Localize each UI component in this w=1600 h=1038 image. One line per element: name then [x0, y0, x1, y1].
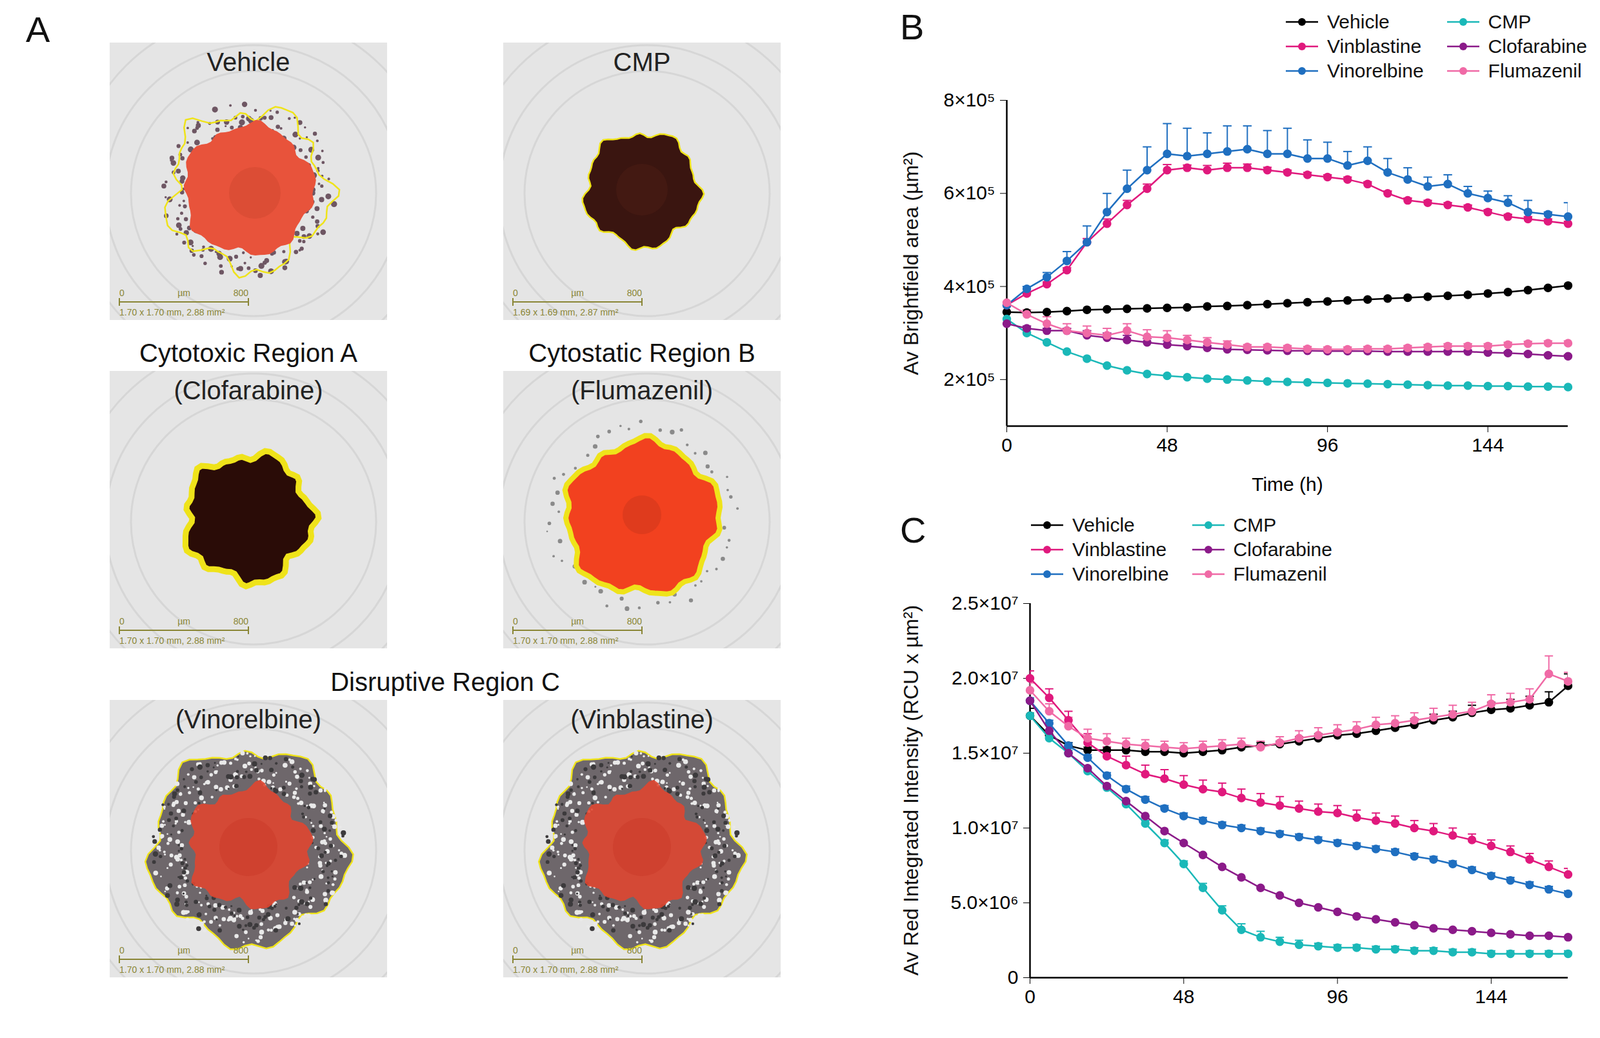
svg-text:0: 0	[119, 945, 125, 956]
html-text:Disruptive Region C: Disruptive Region C	[330, 667, 560, 697]
svg-text:96: 96	[1326, 985, 1348, 1008]
svg-text:48: 48	[1156, 434, 1178, 456]
html-text:Vinorelbine: Vinorelbine	[1327, 60, 1424, 82]
svg-text:8×10⁵: 8×10⁵	[943, 89, 995, 111]
html-text:Vinorelbine: Vinorelbine	[1072, 563, 1169, 585]
svg-text:0: 0	[1024, 985, 1036, 1008]
svg-text:µm: µm	[177, 616, 191, 627]
svg-text:800: 800	[233, 616, 250, 627]
svg-text:1.70 x 1.70 mm, 2.88 mm²: 1.70 x 1.70 mm, 2.88 mm²	[119, 635, 226, 646]
svg-text:1.70 x 1.70 mm, 2.88 mm²: 1.70 x 1.70 mm, 2.88 mm²	[512, 964, 619, 975]
svg-text:0: 0	[119, 616, 125, 627]
svg-text:144: 144	[1474, 985, 1508, 1008]
svg-text:0: 0	[512, 616, 519, 627]
svg-text:0: 0	[1007, 966, 1019, 988]
html-text:Av Brightfield area (µm²): Av Brightfield area (µm²)	[899, 151, 923, 375]
html-text:B: B	[900, 6, 925, 48]
svg-text:Vehicle: Vehicle	[207, 47, 291, 77]
svg-text:1.69 x 1.69 mm, 2.87 mm²: 1.69 x 1.69 mm, 2.87 mm²	[512, 307, 619, 318]
html-text:Cytotoxic Region A: Cytotoxic Region A	[139, 338, 358, 368]
html-text:Clofarabine: Clofarabine	[1488, 35, 1588, 57]
svg-text:4×10⁵: 4×10⁵	[943, 275, 995, 297]
svg-text:5.0×10⁶: 5.0×10⁶	[950, 891, 1019, 913]
html-text:Flumazenil: Flumazenil	[1233, 563, 1327, 585]
svg-text:0: 0	[512, 287, 519, 299]
svg-text:µm: µm	[177, 945, 191, 956]
svg-text:1.5×10⁷: 1.5×10⁷	[951, 741, 1019, 764]
html-text:A: A	[25, 9, 50, 50]
svg-text:(Clofarabine): (Clofarabine)	[173, 376, 323, 405]
svg-text:800: 800	[627, 287, 643, 299]
svg-text:1.70 x 1.70 mm, 2.88 mm²: 1.70 x 1.70 mm, 2.88 mm²	[512, 635, 619, 646]
svg-text:0: 0	[512, 945, 519, 956]
html-text:Vehicle: Vehicle	[1327, 10, 1390, 33]
html-text:Vehicle: Vehicle	[1072, 514, 1135, 536]
html-text:Cytostatic Region B: Cytostatic Region B	[528, 338, 756, 368]
svg-text:1.0×10⁷: 1.0×10⁷	[951, 816, 1019, 839]
svg-text:6×10⁵: 6×10⁵	[943, 181, 995, 204]
svg-text:800: 800	[627, 945, 643, 956]
svg-text:Time (h): Time (h)	[1251, 473, 1324, 495]
html-text:Flumazenil: Flumazenil	[1488, 60, 1582, 82]
html-text:Clofarabine: Clofarabine	[1233, 538, 1333, 560]
svg-text:2.0×10⁷: 2.0×10⁷	[951, 667, 1019, 689]
svg-text:µm: µm	[570, 945, 584, 956]
svg-text:48: 48	[1172, 985, 1195, 1008]
svg-text:800: 800	[233, 287, 250, 299]
svg-text:(Flumazenil): (Flumazenil)	[570, 376, 713, 405]
svg-text:µm: µm	[177, 287, 191, 299]
svg-text:1.70 x 1.70 mm, 2.88 mm²: 1.70 x 1.70 mm, 2.88 mm²	[119, 964, 226, 975]
svg-text:0: 0	[1001, 434, 1013, 456]
svg-text:(Vinblastine): (Vinblastine)	[570, 705, 714, 734]
svg-text:0: 0	[119, 287, 125, 299]
svg-text:800: 800	[627, 616, 643, 627]
svg-text:(Vinorelbine): (Vinorelbine)	[175, 705, 322, 734]
svg-text:µm: µm	[570, 616, 584, 627]
svg-text:µm: µm	[570, 287, 584, 299]
html-text:CMP: CMP	[1233, 514, 1277, 536]
html-text:Vinblastine: Vinblastine	[1072, 538, 1167, 560]
html-text:CMP: CMP	[1488, 10, 1532, 33]
svg-text:144: 144	[1471, 434, 1504, 456]
html-text:C: C	[900, 509, 927, 551]
svg-text:96: 96	[1316, 434, 1339, 456]
svg-text:CMP: CMP	[613, 47, 671, 77]
html-text:Vinblastine: Vinblastine	[1327, 35, 1422, 57]
svg-text:2.5×10⁷: 2.5×10⁷	[951, 592, 1019, 614]
svg-text:2×10⁵: 2×10⁵	[943, 368, 995, 390]
svg-text:800: 800	[233, 945, 250, 956]
svg-text:1.70 x 1.70 mm, 2.88 mm²: 1.70 x 1.70 mm, 2.88 mm²	[119, 307, 226, 318]
html-text:Av Red Integrated Intensity (R: Av Red Integrated Intensity (RCU x µm²)	[899, 605, 923, 976]
